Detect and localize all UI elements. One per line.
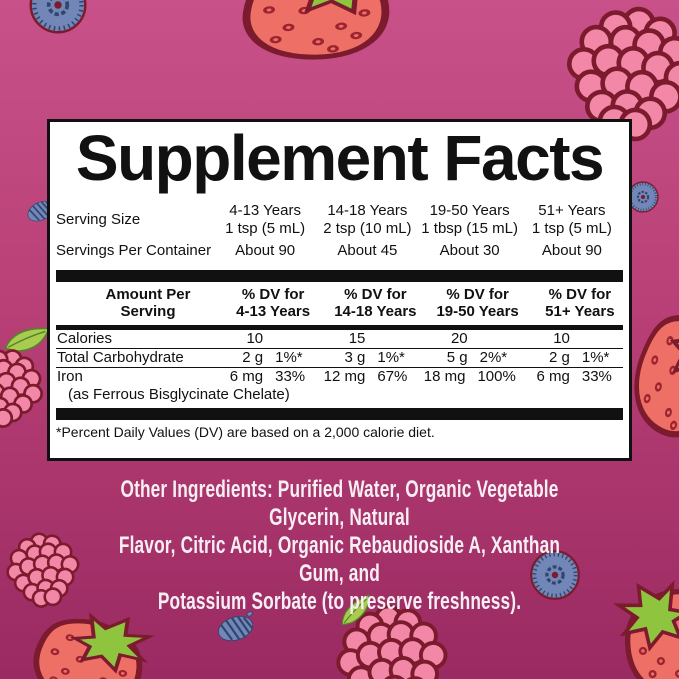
nutrient-cell: 15 (316, 330, 418, 348)
blueberry-icon (27, 0, 89, 36)
supplement-facts-panel: Supplement Facts Serving Size 4-13 Years… (47, 119, 632, 461)
header-line: % DV for (446, 286, 509, 303)
servings-count: About 90 (541, 242, 602, 259)
nutrient-amount: 10 (553, 330, 570, 347)
dv-header-row: Amount Per Serving % DV for 4-13 Years %… (56, 286, 623, 320)
nutrient-amount: 15 (348, 330, 366, 347)
other-ingredients-line: Flavor, Citric Acid, Organic Rebaudiosid… (118, 532, 561, 587)
nutrient-amount: 2 g (242, 349, 264, 366)
divider-bar-thick (56, 408, 623, 420)
header-line: % DV for (344, 286, 407, 303)
raspberry-icon (0, 339, 53, 436)
nutrient-cell: 10 (214, 330, 316, 348)
nutrient-cell: 2 g 1%* (214, 349, 316, 367)
nutrient-amount: 3 g (344, 349, 366, 366)
nutrient-amount: 12 mg (323, 368, 366, 385)
servings-count: About 90 (235, 242, 296, 259)
dv-header-col-3: % DV for 19-50 Years (419, 286, 521, 320)
nutrient-dv: 33% (275, 368, 306, 385)
strawberry-icon (612, 574, 679, 679)
header-line: 19-50 Years (436, 303, 519, 320)
serving-amount: 2 tsp (10 mL) (323, 220, 412, 237)
servings-count: About 30 (439, 242, 500, 259)
header-line: Amount Per (105, 286, 191, 303)
other-ingredients-line: Potassium Sorbate (to preserve freshness… (157, 588, 522, 615)
age-range: 14-18 Years (327, 202, 408, 219)
raspberry-icon (1, 527, 85, 612)
nutrient-cell: 18 mg 100% (419, 368, 521, 386)
nutrient-dv (480, 330, 514, 348)
dv-header-col-4: % DV for 51+ Years (521, 286, 623, 320)
table-row-iron: Iron 6 mg 33% 12 mg 67% 18 mg 100% 6 mg … (56, 368, 623, 386)
nutrient-cell: 3 g 1%* (316, 349, 418, 367)
nutrient-dv (275, 330, 309, 348)
nutrient-cell: 6 mg 33% (521, 368, 623, 386)
header-line: 14-18 Years (334, 303, 417, 320)
dv-header-col-2: % DV for 14-18 Years (316, 286, 418, 320)
panel-title: Supplement Facts (75, 122, 605, 194)
serving-size-row: Serving Size 4-13 Years 1 tsp (5 mL) 14-… (56, 202, 623, 238)
other-ingredients-text: Other Ingredients: Purified Water, Organ… (95, 476, 584, 616)
nutrient-name: Calories (57, 330, 113, 347)
serving-amount: 1 tsp (5 mL) (531, 220, 612, 237)
serving-size-col-4: 51+ Years 1 tsp (5 mL) (521, 202, 623, 238)
nutrient-dv: 1%* (581, 349, 610, 366)
serving-amount: 1 tsp (5 mL) (225, 220, 306, 237)
header-line: Serving (120, 303, 176, 320)
age-range: 19-50 Years (429, 202, 510, 219)
nutrient-cell: 20 (419, 330, 521, 348)
serving-size-col-1: 4-13 Years 1 tsp (5 mL) (214, 202, 316, 238)
nutrient-cell: 5 g 2%* (419, 349, 521, 367)
divider-bar-thick (56, 270, 623, 282)
nutrient-dv: 67% (377, 368, 408, 385)
nutrient-dv (582, 330, 616, 348)
divider-bar-medium (56, 325, 623, 330)
nutrient-dv: 1%* (377, 349, 405, 366)
nutrient-name: Total Carbohydrate (57, 349, 184, 366)
servings-count: About 45 (337, 242, 398, 259)
servings-per-container-label: Servings Per Container (56, 242, 212, 259)
nutrient-dv (377, 330, 411, 348)
nutrient-cell: 12 mg 67% (316, 368, 418, 386)
age-range: 4-13 Years (229, 202, 301, 219)
nutrient-dv: 33% (581, 368, 612, 385)
header-line: 4-13 Years (236, 303, 311, 320)
dv-header-col-1: % DV for 4-13 Years (214, 286, 316, 320)
iron-source-note: (as Ferrous Bisglycinate Chelate) (68, 386, 290, 403)
header-line: % DV for (241, 286, 305, 303)
nutrient-cell: 2 g 1%* (521, 349, 623, 367)
amount-per-serving-header: Amount Per Serving (56, 286, 214, 320)
nutrient-amount: 5 g (446, 349, 468, 366)
nutrient-name: Iron (57, 368, 83, 385)
serving-amount: 1 tbsp (15 mL) (421, 220, 518, 237)
header-line: 51+ Years (545, 303, 615, 320)
strawberry-icon (219, 0, 404, 75)
nutrient-amount: 18 mg (423, 368, 466, 385)
nutrient-dv: 2%* (479, 349, 508, 366)
serving-size-label: Serving Size (56, 211, 141, 228)
nutrient-amount: 10 (246, 330, 264, 347)
nutrient-cell: 10 (521, 330, 623, 348)
age-range: 51+ Years (538, 202, 606, 219)
table-row-calories: Calories 10 15 20 10 (56, 330, 623, 349)
table-row-total-carbohydrate: Total Carbohydrate 2 g 1%* 3 g 1%* 5 g 2… (56, 349, 623, 368)
nutrient-cell: 6 mg 33% (214, 368, 316, 386)
nutrient-dv: 1%* (275, 349, 303, 366)
other-ingredients-line: Other Ingredients: Purified Water, Organ… (120, 476, 559, 531)
nutrient-dv: 100% (477, 368, 516, 385)
serving-size-col-3: 19-50 Years 1 tbsp (15 mL) (419, 202, 521, 238)
nutrient-amount: 6 mg (229, 368, 264, 385)
servings-per-container-row: Servings Per Container About 90 About 45… (56, 242, 623, 260)
serving-size-col-2: 14-18 Years 2 tsp (10 mL) (316, 202, 418, 238)
nutrient-amount: 20 (450, 330, 468, 347)
nutrient-amount: 6 mg (536, 368, 570, 385)
dv-footnote: *Percent Daily Values (DV) are based on … (56, 424, 435, 440)
nutrient-amount: 2 g (549, 349, 570, 366)
header-line: % DV for (548, 286, 612, 303)
